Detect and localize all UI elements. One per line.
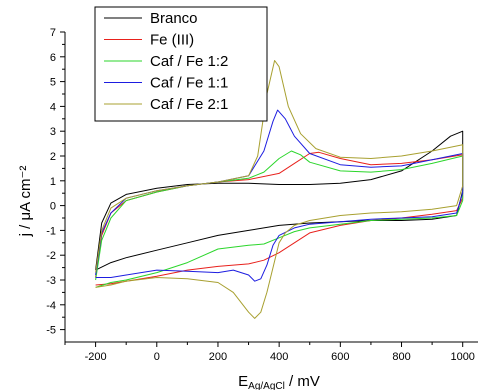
y-tick-label: 4 bbox=[50, 101, 56, 113]
y-axis-title: j / μA cm⁻² bbox=[17, 166, 34, 238]
x-axis-title-main: E bbox=[238, 373, 248, 390]
x-axis-title-unit: / mV bbox=[285, 373, 320, 390]
y-tick-label: -2 bbox=[46, 250, 56, 262]
series-line-1 bbox=[95, 130, 464, 271]
y-tick-label: -5 bbox=[46, 325, 56, 337]
x-axis-title: EAg/AgCl / mV bbox=[238, 373, 320, 390]
x-tick-label: 0 bbox=[154, 351, 160, 363]
x-tick-label: 800 bbox=[392, 351, 410, 363]
legend-label-3: Caf / Fe 1:2 bbox=[150, 53, 228, 70]
x-axis-title-subscript: Ag/AgCl bbox=[248, 381, 285, 390]
x-tick-label: -200 bbox=[85, 351, 107, 363]
legend-label-1: Branco bbox=[150, 10, 198, 27]
y-tick-label: 0 bbox=[50, 201, 56, 213]
legend-label-5: Caf / Fe 2:1 bbox=[150, 96, 228, 113]
y-tick-label: 1 bbox=[50, 176, 56, 188]
legend-label-2: Fe (III) bbox=[150, 32, 194, 49]
axes-layer: -5 -4 -3 -2 -1 0 1 2 3 4 5 6 7 -200 0 200 400 600 800 1000 bbox=[46, 27, 478, 363]
series-layer bbox=[95, 60, 464, 319]
x-tick-label: 400 bbox=[270, 351, 288, 363]
y-tick-label: 5 bbox=[50, 77, 56, 89]
y-tick-label: -3 bbox=[46, 275, 56, 287]
y-tick-label: -4 bbox=[46, 300, 56, 312]
y-tick-label: 2 bbox=[50, 151, 56, 163]
x-tick-label: 200 bbox=[209, 351, 227, 363]
series-line-3 bbox=[95, 150, 464, 288]
x-tick-label: 600 bbox=[331, 351, 349, 363]
x-tick-label: 1000 bbox=[450, 351, 474, 363]
series-line-4 bbox=[95, 109, 464, 282]
y-tick-label: 3 bbox=[50, 126, 56, 138]
legend-box bbox=[94, 6, 268, 122]
y-tick-label: -1 bbox=[46, 225, 56, 237]
y-tick-label: 6 bbox=[50, 52, 56, 64]
legend-label-4: Caf / Fe 1:1 bbox=[150, 75, 228, 92]
y-tick-label: 7 bbox=[50, 27, 56, 39]
legend: Branco Fe (III) Caf / Fe 1:2 Caf / Fe 1:1 Ca… bbox=[94, 6, 268, 122]
series-line-5 bbox=[95, 60, 464, 319]
